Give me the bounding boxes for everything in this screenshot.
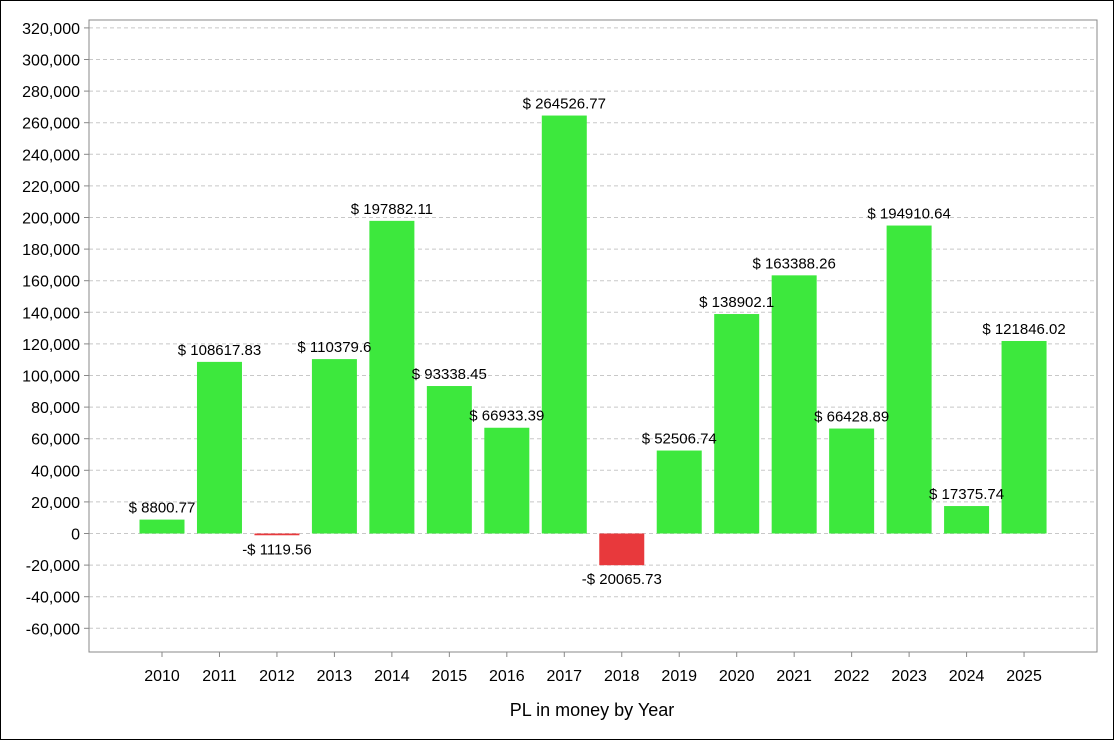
y-tick-label: 20,000 [31, 495, 80, 512]
x-tick-label: 2022 [834, 668, 870, 685]
x-tick-label: 2017 [546, 668, 582, 685]
bar-2020 [714, 314, 760, 534]
y-tick-label: 40,000 [31, 463, 80, 480]
data-label-2014: $ 197882.11 [351, 201, 433, 218]
axes: -60,000 -40,000 -20,000 0 20,000 40,000 60,000… [22, 19, 1098, 685]
x-tick-label: 2020 [719, 668, 755, 685]
x-tick-label: 2024 [949, 668, 985, 685]
y-tick-label: 140,000 [22, 305, 80, 322]
data-label-2022: $ 66428.89 [814, 409, 889, 426]
y-tick-label: 0 [71, 527, 80, 544]
data-label-2019: $ 52506.74 [642, 431, 717, 448]
data-label-2017: $ 264526.77 [523, 96, 606, 113]
y-tick-label: 320,000 [22, 21, 80, 38]
y-tick-label: 120,000 [22, 337, 80, 354]
bar-2013 [311, 359, 357, 534]
y-tick-label: 260,000 [22, 116, 80, 133]
bar-2025 [1001, 340, 1047, 534]
y-tick-label: 180,000 [22, 242, 80, 259]
x-tick-label: 2025 [1006, 668, 1042, 685]
bar-2021 [771, 275, 817, 534]
x-tick-label: 2021 [776, 668, 812, 685]
bar-2023 [886, 225, 932, 534]
x-tick-label: 2010 [144, 668, 180, 685]
x-tick-label: 2016 [489, 668, 525, 685]
data-label-2012: -$ 1119.56 [242, 541, 312, 558]
data-label-2021: $ 163388.26 [752, 255, 835, 272]
data-label-2015: $ 93338.45 [412, 366, 487, 383]
data-label-2020: $ 138902.1 [699, 294, 774, 311]
bar-data-labels: $ 8800.77 $ 108617.83 -$ 1119.56 $ 110379.6… [129, 96, 1066, 589]
x-tick-label: 2019 [661, 668, 697, 685]
bar-2012 [254, 533, 300, 536]
plot-border [88, 19, 1098, 653]
y-tick-label: 100,000 [22, 369, 80, 386]
bar-2019 [656, 450, 702, 534]
y-tick-label: -20,000 [26, 558, 80, 575]
x-tick-label: 2015 [432, 668, 468, 685]
y-tick-label: -60,000 [26, 621, 80, 638]
data-label-2011: $ 108617.83 [178, 342, 261, 359]
data-label-2016: $ 66933.39 [469, 408, 544, 425]
x-tick-label: 2018 [604, 668, 640, 685]
bar-2022 [829, 428, 875, 534]
y-tick-label: 240,000 [22, 147, 80, 164]
x-tick-label: 2023 [891, 668, 927, 685]
data-label-2025: $ 121846.02 [982, 321, 1065, 338]
y-tick-label: 160,000 [22, 274, 80, 291]
data-label-2024: $ 17375.74 [929, 486, 1004, 503]
bar-2016 [484, 427, 530, 534]
y-tick-label: -40,000 [26, 590, 80, 607]
x-tick-label: 2013 [317, 668, 353, 685]
data-label-2010: $ 8800.77 [129, 500, 196, 517]
y-tick-label: 220,000 [22, 179, 80, 196]
bar-2010 [139, 519, 185, 534]
y-tick-label: 200,000 [22, 211, 80, 228]
y-tick-label: 280,000 [22, 84, 80, 101]
grid-lines [89, 27, 1097, 629]
y-tick-label: 80,000 [31, 400, 80, 417]
bar-2011 [196, 361, 242, 534]
bar-2018 [599, 533, 645, 566]
data-label-2018: -$ 20065.73 [582, 571, 662, 588]
bar-2017 [541, 115, 587, 534]
data-label-2013: $ 110379.6 [297, 339, 371, 356]
bars [139, 115, 1047, 566]
data-label-2023: $ 194910.64 [867, 206, 950, 223]
x-tick-label: 2012 [259, 668, 295, 685]
y-tick-label: 300,000 [22, 53, 80, 70]
x-tick-label: 2014 [374, 668, 410, 685]
bar-2014 [369, 220, 415, 534]
x-tick-label: 2011 [202, 668, 237, 685]
bar-2024 [944, 506, 990, 534]
y-tick-label: 60,000 [31, 432, 80, 449]
bar-2015 [426, 386, 472, 534]
x-axis-title: PL in money by Year [510, 700, 674, 720]
